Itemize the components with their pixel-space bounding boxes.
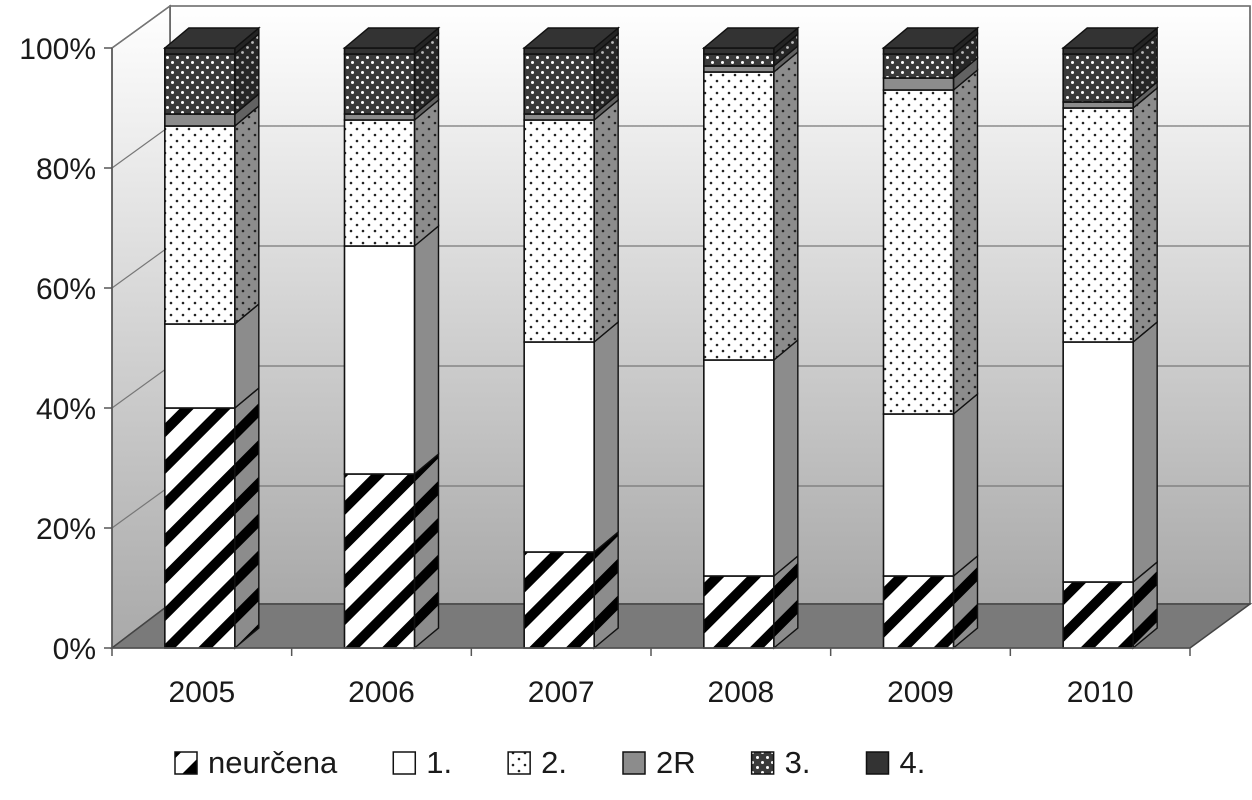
legend-swatch [865,751,890,775]
bar-segment-side [952,392,979,578]
y-tick-label: 40% [36,393,96,426]
bar-segment [343,245,416,475]
bar-segment [1062,581,1134,649]
legend-label: neurčena [208,745,338,780]
legend-label: 2R [656,745,696,780]
bar-segment [1062,107,1134,343]
bar-segment-side [593,320,619,554]
bar-segment [523,53,595,115]
legend-item: 4. [865,745,926,780]
bar-segment [703,65,775,73]
legend-label: 3. [785,745,811,780]
bar-segment [164,323,236,409]
bar-segment [343,119,416,247]
gridline-side [111,5,171,49]
bar-segment-side [234,386,260,650]
bar-segment [343,53,416,115]
legend-swatch [392,751,417,775]
bar-segment [164,53,236,115]
y-tick-label: 60% [36,273,96,306]
gridline-side [111,365,171,409]
legend-swatch [507,751,531,775]
bar-segment-side [773,50,799,362]
bar-segment [882,575,955,649]
bars [162,26,1160,650]
bar-top [1061,27,1160,49]
legend-item: 3. [750,745,811,780]
bar-segment [882,413,955,577]
bar-segment [523,113,595,121]
bar-segment-side [413,452,440,650]
gridline-side [111,125,171,169]
legend-swatch [750,751,775,775]
bar-segment [164,125,236,325]
bar-segment [343,47,416,55]
legend-item: 2R [622,745,696,780]
bar-segment [523,119,595,343]
bar-segment [882,89,955,415]
bar-segment [703,359,775,577]
y-tick-label: 0% [53,633,96,666]
x-tick-label: 2005 [168,676,235,709]
bar-segment [882,77,955,91]
bar-segment [703,71,775,361]
legend-item: 1. [392,745,452,780]
legend-item: neurčena [174,745,338,780]
bar-top [342,27,441,49]
x-tick-label: 2008 [707,676,774,709]
bar-segment [164,113,236,127]
bar-segment-side [1132,86,1158,344]
bar-segment [523,341,595,553]
bar-segment-side [413,224,440,476]
bar-segment [1062,341,1134,583]
x-tick-label: 2009 [887,676,954,709]
legend-swatch [174,751,198,775]
bar-top [162,27,261,49]
bar-top [881,27,980,49]
bar-segment [343,473,416,649]
y-tick-labels: 0% 20% 40% 60% 80% 100% [19,33,112,666]
bar-segment [703,575,775,649]
bar-segment-side [413,98,440,248]
legend: neurčena 1. 2. 2R 3. 4. [174,745,926,780]
x-tick-label: 2010 [1067,676,1134,709]
bar-segment [703,47,775,55]
bar-segment [523,47,595,55]
bar-segment [1062,47,1134,55]
bar-top [701,27,800,49]
legend-label: 1. [426,745,452,780]
x-tick-labels: 2005 2006 2007 2008 2009 2010 [111,648,1191,709]
bar-segment [882,47,955,55]
legend-swatch [622,751,646,775]
legend-label: 4. [900,745,926,780]
bar-segment [1062,101,1134,109]
bar-segment [703,53,775,67]
bar-segment [523,551,595,649]
y-tick-label: 20% [36,513,96,546]
y-tick-label: 80% [36,153,96,186]
bar-segment-side [593,98,619,344]
bar-segment [164,407,236,649]
bar-segment [164,47,236,55]
bar-segment [882,53,955,79]
bar-segment-side [1132,320,1158,584]
bar-segment [343,113,416,121]
legend-item: 2. [507,745,567,780]
bar-segment-side [952,68,979,416]
gridline-side [111,485,171,529]
gridline-side [111,245,171,289]
side-wall [111,4,171,650]
x-tick-label: 2006 [348,676,415,709]
bar-segment [1062,53,1134,103]
bar-segment-side [773,338,799,578]
x-tick-label: 2007 [528,676,595,709]
bar-top [522,27,621,49]
legend-label: 2. [541,745,567,780]
y-tick-label: 100% [19,33,96,66]
bar-segment-side [234,104,260,326]
